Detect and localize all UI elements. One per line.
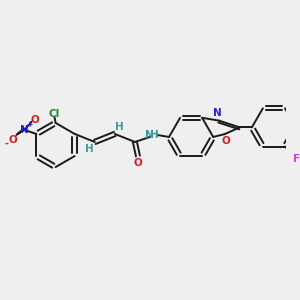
Text: O: O bbox=[221, 136, 230, 146]
Text: H: H bbox=[150, 130, 158, 140]
Text: N: N bbox=[213, 108, 221, 118]
Text: O: O bbox=[134, 158, 142, 168]
Text: +: + bbox=[26, 120, 33, 129]
Text: O: O bbox=[30, 115, 39, 125]
Text: Cl: Cl bbox=[49, 109, 60, 119]
Text: H: H bbox=[116, 122, 124, 132]
Text: F: F bbox=[293, 154, 300, 164]
Text: -: - bbox=[4, 139, 8, 149]
Text: H: H bbox=[85, 144, 94, 154]
Text: O: O bbox=[8, 135, 17, 145]
Text: N: N bbox=[145, 130, 153, 140]
Text: N: N bbox=[20, 125, 29, 135]
